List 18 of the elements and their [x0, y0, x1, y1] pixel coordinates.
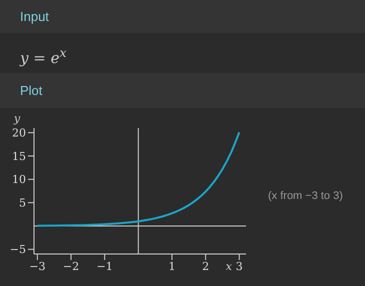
x-tick-label: −2 — [62, 260, 80, 273]
x-tick-label: 2 — [202, 260, 210, 273]
y-tick-label: −5 — [10, 243, 26, 256]
x-axis-title: x — [226, 260, 233, 273]
text: Plot — [0, 73, 365, 108]
x-tick-label: −3 — [29, 260, 46, 273]
y-tick-label: 10 — [12, 173, 26, 186]
text: (x from −3 to 3) — [268, 190, 343, 202]
x-tick-label: −1 — [96, 260, 113, 273]
line-series — [36, 131, 240, 227]
x-tick-label: 3 — [236, 260, 243, 273]
y-tick-label: 5 — [19, 196, 26, 210]
y-tick-label: 15 — [12, 150, 26, 163]
y-axis-title: y — [12, 112, 21, 125]
y-tick-label: 20 — [12, 126, 26, 140]
chart-title: Input — [0, 0, 365, 33]
chart-subtitle: y = e$^{x}$ — [18, 44, 68, 69]
x-tick-label: 1 — [168, 260, 176, 273]
